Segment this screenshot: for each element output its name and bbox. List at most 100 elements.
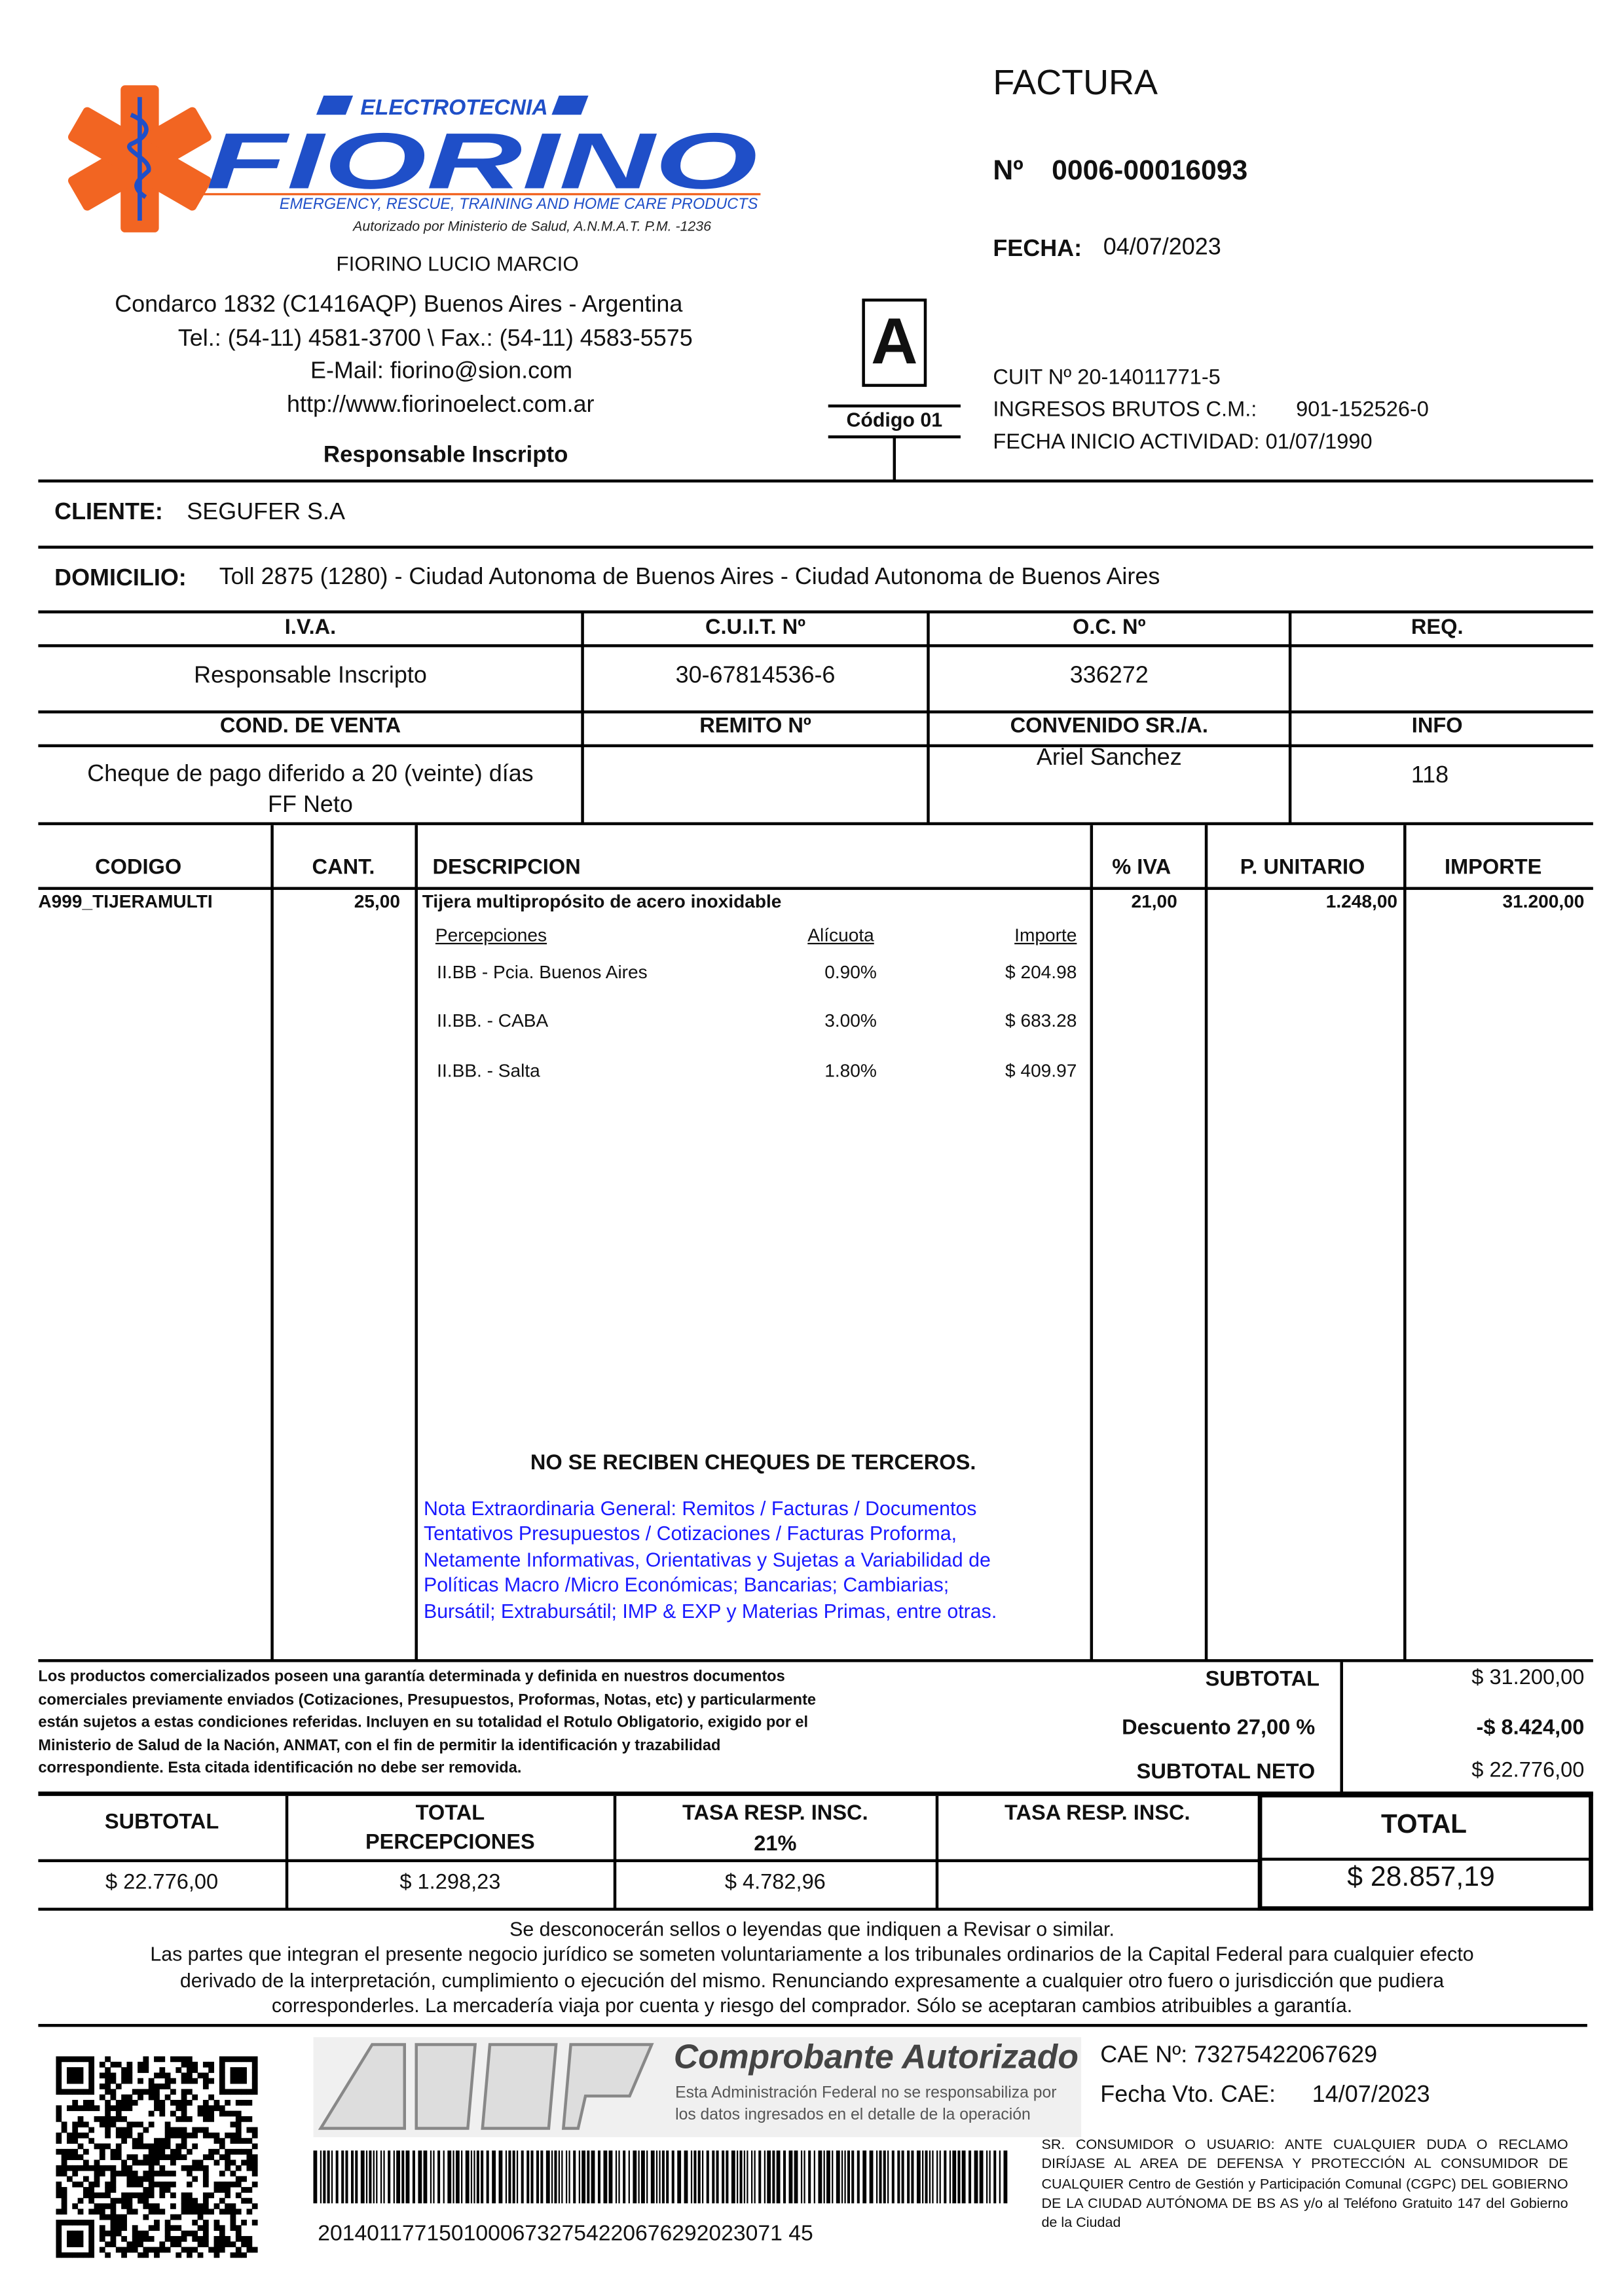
qr-module [121, 2171, 127, 2176]
qr-module [61, 2165, 67, 2171]
company-email: E-Mail: fiorino@sion.com [310, 359, 573, 384]
qr-module [115, 2197, 122, 2204]
qr-module [159, 2072, 166, 2079]
qr-module [251, 2143, 258, 2150]
info-value: 118 [1411, 763, 1449, 789]
guarantee-line: Ministerio de Salud de la Nación, ANMAT,… [38, 1736, 721, 1754]
qr-module [246, 2159, 253, 2166]
legal-footer: Se desconocerán sellos o leyendas que in… [0, 1917, 1624, 2018]
qr-module [110, 2235, 117, 2242]
qr-module [88, 2247, 95, 2253]
qr-module [170, 2171, 176, 2176]
qr-module [61, 2197, 67, 2204]
qr-module [138, 2067, 143, 2073]
qr-module [99, 2121, 105, 2128]
qr-module [148, 2176, 155, 2182]
qr-module [219, 2143, 225, 2150]
qr-module [154, 2148, 160, 2155]
footer-line: Se desconocerán sellos o leyendas que in… [509, 1918, 1115, 1941]
qr-module [88, 2072, 95, 2079]
qr-module [88, 2105, 95, 2112]
qr-module [175, 2116, 182, 2122]
invoice-type-code: Código 01 [846, 409, 943, 431]
qr-module [99, 2061, 105, 2068]
qr-module [110, 2148, 117, 2155]
qr-module [186, 2230, 193, 2237]
barcode-bar [313, 2150, 318, 2204]
item-amount: 31.200,00 [1502, 891, 1585, 912]
qr-module [154, 2084, 160, 2089]
qr-module [170, 2089, 176, 2095]
qr-module [164, 2084, 171, 2089]
qr-module [230, 2078, 236, 2084]
qr-module [219, 2225, 225, 2231]
company-website[interactable]: http://www.fiorinoelect.com.ar [287, 392, 595, 418]
qr-module [219, 2235, 225, 2242]
qr-module [132, 2154, 138, 2160]
qr-module [72, 2072, 79, 2079]
qr-module [148, 2110, 155, 2117]
totals-subtotal-header: SUBTOTAL [104, 1810, 219, 1835]
qr-module [99, 2209, 105, 2215]
qr-module [235, 2127, 242, 2133]
qr-module [241, 2187, 247, 2193]
qr-module [159, 2154, 166, 2160]
barcode-bar [492, 2150, 496, 2204]
qr-module [56, 2209, 62, 2215]
discount-label: Descuento 27,00 % [1122, 1716, 1316, 1740]
invoice-date: 04/07/2023 [1103, 235, 1221, 261]
qr-module [230, 2252, 236, 2258]
qr-module [94, 2143, 100, 2150]
qr-module [72, 2138, 79, 2144]
qr-module [138, 2078, 143, 2084]
qr-module [83, 2252, 89, 2258]
qr-module [202, 2078, 209, 2084]
qr-module [230, 2072, 236, 2079]
qr-module [246, 2235, 253, 2242]
barcode-bar [666, 2150, 669, 2204]
qr-module [143, 2067, 149, 2073]
qr-module [148, 2143, 155, 2150]
barcode-bar [925, 2150, 928, 2204]
qr-module [94, 2209, 100, 2215]
barcode-bar [767, 2150, 771, 2204]
qr-module [219, 2138, 225, 2144]
qr-module [159, 2247, 166, 2253]
barcode-bar [640, 2150, 645, 2204]
qr-module [197, 2127, 204, 2133]
address-label: DOMICILIO: [54, 566, 187, 592]
qr-module [143, 2127, 149, 2133]
qr-module [235, 2165, 242, 2171]
qr-module [181, 2209, 187, 2215]
qr-module [72, 2181, 79, 2188]
qr-module [110, 2214, 117, 2220]
qr-module [66, 2132, 73, 2139]
total-header: TOTAL [1380, 1809, 1467, 1839]
barcode-bar [847, 2150, 850, 2204]
company-phone: Tel.: (54-11) 4581-3700 \ Fax.: (54-11) … [177, 326, 693, 352]
qr-module [170, 2154, 176, 2160]
net-subtotal-label: SUBTOTAL NETO [1136, 1760, 1316, 1784]
qr-module [192, 2061, 198, 2068]
barcode-bar [473, 2150, 475, 2204]
barcode-bar [788, 2150, 793, 2204]
qr-module [230, 2138, 236, 2144]
qr-module [208, 2061, 215, 2068]
qr-module [83, 2056, 89, 2063]
qr-module [235, 2132, 242, 2139]
qr-module [126, 2209, 133, 2215]
qr-module [181, 2203, 187, 2209]
qr-module [72, 2148, 79, 2155]
qr-module [219, 2056, 225, 2063]
barcode-bar [794, 2150, 798, 2204]
qr-module [235, 2072, 242, 2079]
qr-module [186, 2252, 193, 2258]
barcode-bar [690, 2150, 693, 2204]
qr-module [213, 2241, 220, 2248]
barcode-bar [437, 2150, 441, 2204]
qr-module [105, 2165, 111, 2171]
qr-module [72, 2203, 79, 2209]
perc-amount: $ 683.28 [1005, 1010, 1077, 1031]
qr-module [175, 2225, 182, 2231]
